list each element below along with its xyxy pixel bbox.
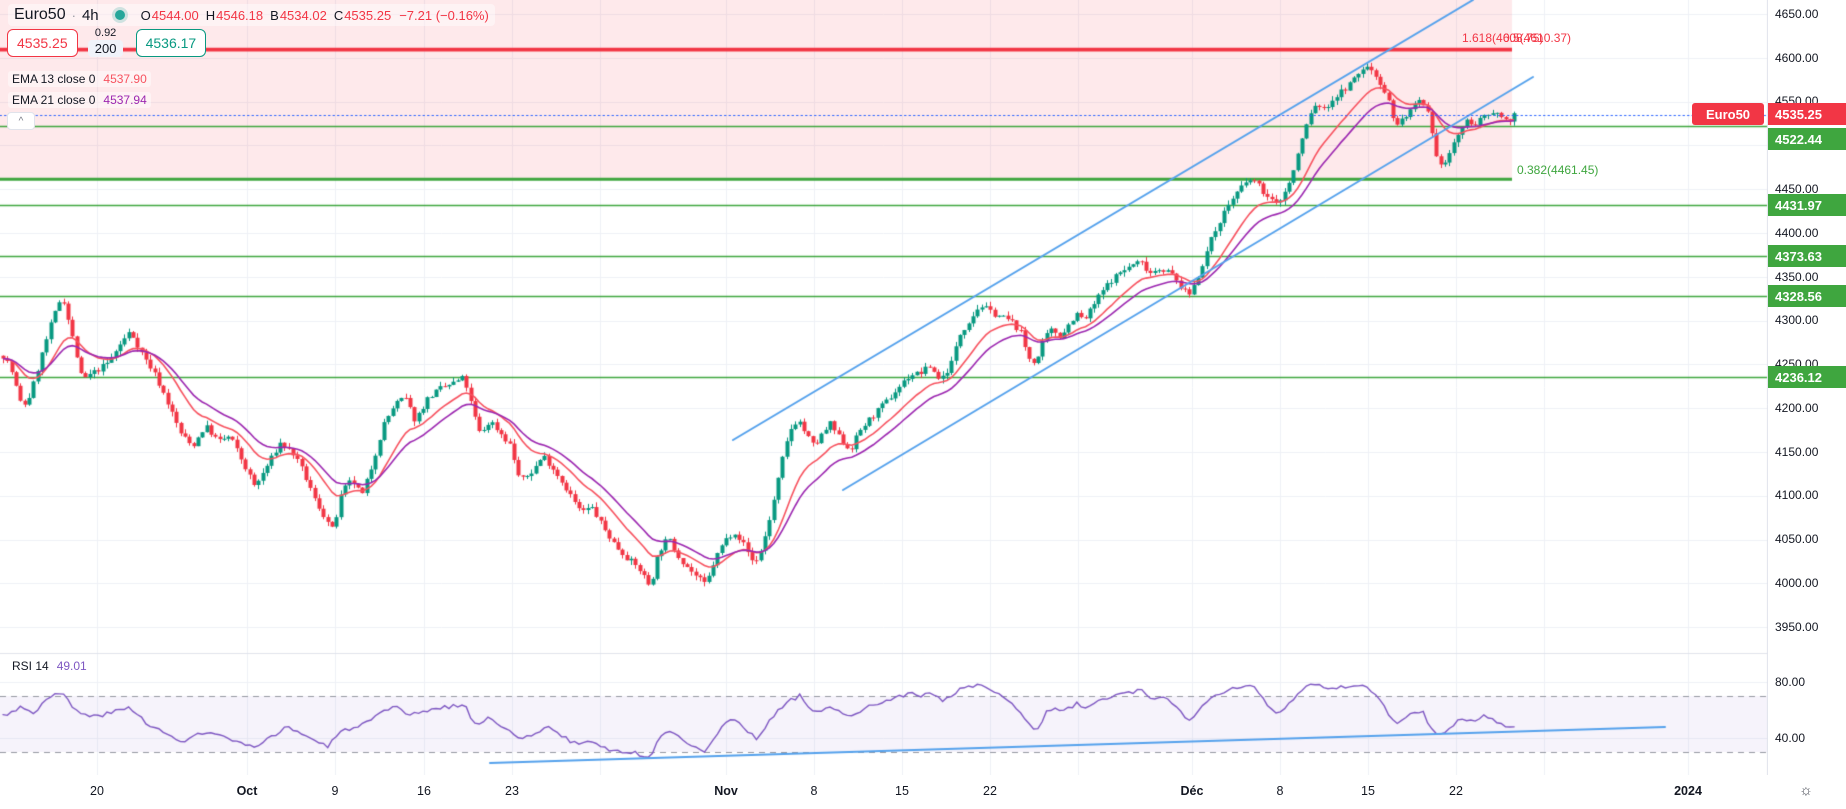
price-tick-label: 4350.00 [1775,270,1819,284]
rsi-value: 49.01 [56,658,87,673]
price-level-box: 4328.56 [1768,285,1846,307]
fib-level-label: 0.5(4610.37) [1503,31,1572,45]
price-axis[interactable]: 4650.00 4600.00 4550.00 4450.00 4400.00 4350.… [1768,0,1846,775]
price-tick-label: 4050.00 [1775,532,1819,546]
indicator-value: 4537.94 [103,93,147,107]
time-tick-label: 9 [331,784,339,798]
indicator-label: EMA 13 close 0 [12,72,96,86]
symbol-name[interactable]: Euro50 [14,6,66,23]
price-level-box: 4535.25 [1768,103,1846,125]
time-tick-label: 8 [810,784,818,798]
time-tick-label: Déc [1180,784,1204,798]
market-status-icon [114,10,125,20]
timeframe-label[interactable]: 4h [81,6,99,24]
time-tick-label: 8 [1276,784,1284,798]
fib-level-label: 1.618(4608.75) [1462,31,1544,45]
time-tick-label: 16 [417,784,431,798]
ohlc-pair: H 4546.18 [205,7,264,23]
indicator-label: EMA 21 close 0 [12,93,96,107]
ohlc-pair: B 4534.02 [270,7,327,23]
indicator-row-ema21[interactable]: EMA 21 close 0 4537.94 [8,92,151,108]
symbol-legend[interactable]: Euro50 · 4h O 4544.00 H 4546.18 B 4534.02 C 453… [8,4,495,26]
symbol-price-badge: Euro50 [1692,103,1764,125]
price-tick-label: 4100.00 [1775,488,1819,502]
collapse-indicators-button[interactable]: ^ [7,112,35,130]
buy-button[interactable]: 4536.17 [135,29,207,57]
time-tick-label: Nov [714,784,738,798]
price-tick-label: 4000.00 [1775,576,1819,590]
legend-separator: · [71,7,76,23]
time-tick-label: 20 [90,784,104,798]
time-tick-label: 23 [505,784,519,798]
price-level-box: 4373.63 [1768,245,1846,267]
change-value: −7.21 (−0.16%) [399,7,489,23]
sun-icon[interactable]: ☼ [1799,782,1813,799]
sell-price: 4535.25 [17,35,68,51]
spread-value: 0.92 [94,27,117,39]
time-axis[interactable]: 20 Oct 9 16 23 Nov 8 15 22 Déc 8 15 22 2024 ☼ [0,775,1846,809]
price-level-box: 4522.44 [1768,128,1846,150]
buy-price: 4536.17 [145,35,197,51]
price-tick-label: 80.00 [1775,675,1806,689]
time-tick-label: Oct [236,784,258,798]
price-tick-label: 40.00 [1775,731,1806,745]
quantity-field[interactable]: 200 [87,40,124,57]
time-tick-label: 22 [983,784,997,798]
rsi-legend[interactable]: RSI 14 49.01 [8,658,91,673]
ohlc-pair: C 4535.25 [333,7,392,23]
indicator-value: 4537.90 [103,72,147,86]
price-tick-label: 4200.00 [1775,401,1819,415]
price-level-box: 4431.97 [1768,194,1846,216]
price-tick-label: 3950.00 [1775,620,1819,634]
order-panel: 4535.25 0.92 200 4536.17 [7,26,207,57]
sell-button[interactable]: 4535.25 [7,29,78,57]
time-tick-label: 22 [1449,784,1463,798]
rsi-label: RSI 14 [12,658,49,673]
time-tick-label: 15 [1361,784,1375,798]
price-tick-label: 4450.00 [1775,182,1819,196]
indicator-row-ema13[interactable]: EMA 13 close 0 4537.90 [8,71,151,87]
price-level-box: 4236.12 [1768,366,1846,388]
price-tick-label: 4600.00 [1775,51,1819,65]
time-tick-label: 15 [895,784,909,798]
chevron-up-icon: ^ [18,115,24,127]
price-tick-label: 4400.00 [1775,226,1819,240]
spread-quantity-widget: 0.92 200 [84,26,128,57]
price-tick-label: 4150.00 [1775,445,1819,459]
ohlc-values: O 4544.00 H 4546.18 B 4534.02 C 4535.25 [141,8,392,23]
fib-level-label: 0.382(4461.45) [1517,163,1599,177]
time-tick-label: 2024 [1674,784,1702,798]
ohlc-pair: O 4544.00 [140,7,199,23]
price-tick-label: 4300.00 [1775,313,1819,327]
price-tick-label: 4650.00 [1775,7,1819,21]
